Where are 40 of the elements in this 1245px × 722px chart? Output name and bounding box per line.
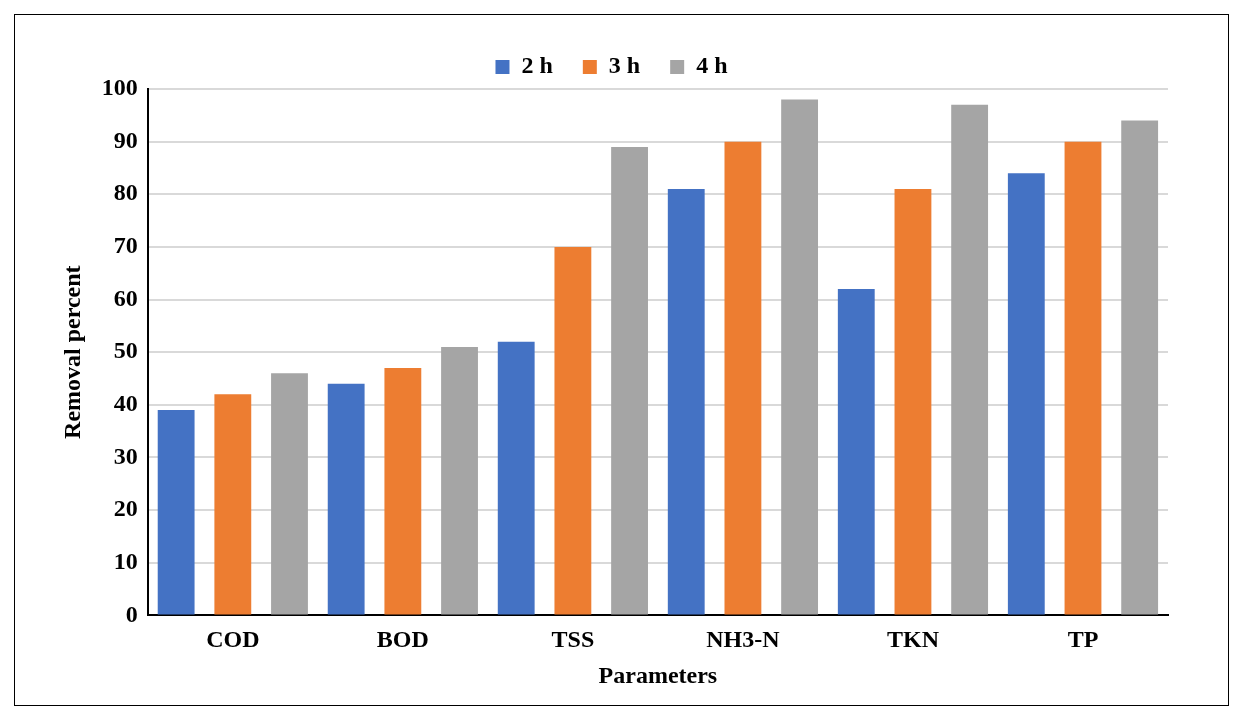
- x-tick-label: NH3-N: [706, 626, 781, 652]
- y-tick-label: 80: [113, 179, 138, 206]
- y-tick-label: 50: [113, 337, 138, 364]
- x-axis-title: Parameters: [598, 661, 718, 688]
- legend-label: 4 h: [696, 52, 728, 79]
- x-tick-label: TKN: [886, 626, 940, 652]
- x-tick-label: BOD: [376, 626, 429, 652]
- bar: [384, 367, 422, 615]
- bar: [1007, 173, 1045, 615]
- y-tick-label: 40: [113, 390, 138, 417]
- bar: [1064, 141, 1102, 615]
- bar: [894, 189, 932, 615]
- bar: [497, 341, 535, 615]
- x-tick-label: COD: [206, 626, 260, 652]
- bar: [327, 383, 365, 615]
- y-tick-label: 0: [125, 600, 138, 627]
- y-tick-label: 20: [113, 495, 138, 522]
- bar: [554, 246, 592, 615]
- bar: [611, 146, 648, 615]
- bar: [724, 141, 762, 615]
- y-tick-label: 90: [113, 126, 138, 153]
- bar: [781, 99, 819, 615]
- legend-label: 3 h: [608, 52, 641, 79]
- y-tick-label: 70: [113, 232, 138, 259]
- x-tick-label: TSS: [551, 626, 595, 652]
- y-tick-label: 60: [113, 284, 138, 311]
- bar: [157, 410, 195, 615]
- bar: [837, 289, 875, 615]
- bar: [667, 189, 705, 615]
- y-tick-label: 10: [113, 547, 138, 574]
- x-tick-label: TP: [1067, 626, 1099, 652]
- bar: [441, 346, 478, 615]
- bar: [214, 394, 252, 615]
- legend-label: 2 h: [521, 52, 553, 79]
- bar: [1121, 120, 1159, 615]
- y-tick-label: 30: [113, 442, 138, 469]
- y-axis-title: Removal percent: [58, 265, 85, 439]
- bar: [951, 104, 989, 615]
- y-tick-label: 100: [101, 74, 138, 101]
- bar: [271, 373, 308, 615]
